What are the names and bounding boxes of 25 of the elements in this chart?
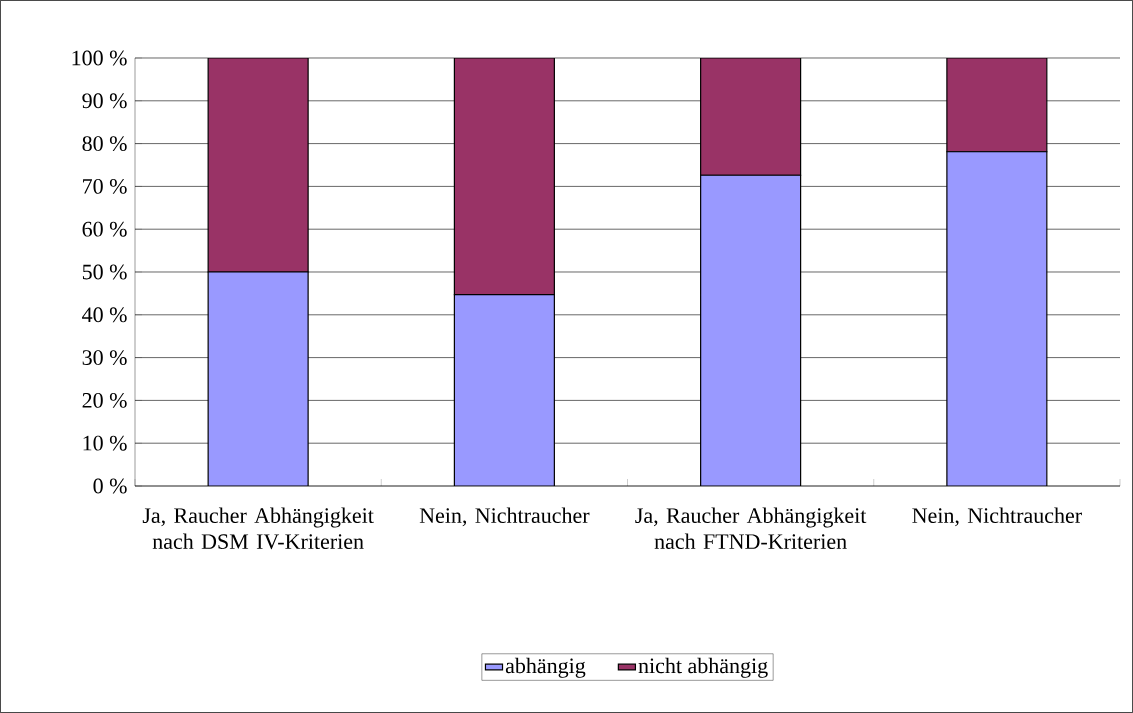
- bar: [946, 151, 1048, 486]
- x-tick-label: Nein, Nichtraucher: [419, 507, 590, 527]
- y-tick-label: 60 %: [82, 221, 127, 237]
- bar: [700, 58, 802, 176]
- y-tick-label: 80 %: [82, 136, 127, 152]
- bar: [946, 58, 1048, 153]
- bar: [453, 58, 555, 296]
- y-tick-label: 50 %: [82, 264, 127, 280]
- legend-label: abhängig: [505, 657, 586, 678]
- y-tick-label: 30 %: [82, 350, 127, 366]
- y-tick-label: 70 %: [83, 178, 127, 194]
- y-tick-label: 20 %: [82, 392, 127, 408]
- legend-label: nicht abhängig: [638, 657, 768, 678]
- y-tick-label: 100 %: [72, 50, 127, 66]
- y-tick-label: 40 %: [82, 307, 127, 323]
- y-tick-label: 10 %: [83, 435, 127, 451]
- bar: [700, 174, 802, 486]
- bar: [207, 58, 309, 273]
- x-tick-label: Ja, Raucher Abhängigkeit nach DSM IV-Kriterien: [142, 507, 374, 550]
- bar: [207, 271, 309, 486]
- x-tick-label: Nein, Nichtraucher: [912, 507, 1082, 527]
- bar: [453, 294, 555, 486]
- y-tick-label: 90 %: [82, 93, 127, 109]
- x-tick-label: Ja, Raucher Abhängigkeit nach FTND-Kriterien: [635, 507, 867, 550]
- y-tick-label: 0 %: [93, 478, 127, 494]
